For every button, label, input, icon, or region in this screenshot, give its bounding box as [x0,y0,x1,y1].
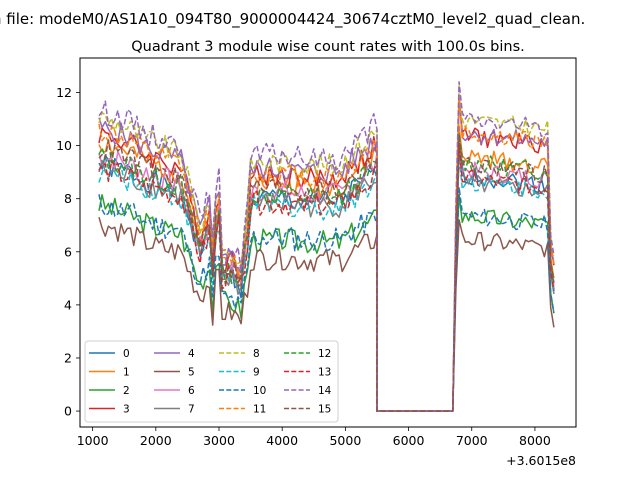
legend-label-5: 5 [188,367,195,379]
legend-label-13: 13 [318,367,331,379]
legend-label-15: 15 [318,404,331,416]
x-tick-label: 2000 [140,433,172,448]
series-line-10 [98,186,555,412]
axis-ticks: 1000 2000 3000 4000 5000 6000 7000 800002468101… [56,85,551,448]
series-line-5 [98,216,555,412]
legend-label-11: 11 [253,404,266,416]
y-tick-label: 2 [64,350,72,365]
x-tick-label: 4000 [266,433,298,448]
series-line-13 [98,143,555,412]
plot-frame [79,57,577,428]
legend-label-6: 6 [188,385,195,397]
x-tick-label: 1000 [77,433,109,448]
legend-label-8: 8 [253,348,260,360]
x-tick-label: 6000 [393,433,425,448]
legend-label-0: 0 [123,348,130,360]
series-line-14 [98,81,555,412]
y-tick-label: 10 [56,138,72,153]
legend-label-10: 10 [253,385,266,397]
x-offset-label: +3.6015e8 [506,453,576,468]
figure-suptitle: n file: modeM0/AS1A10_094T80_9000004424_… [0,10,585,29]
legend-label-7: 7 [188,404,195,416]
legend-label-9: 9 [253,367,260,379]
y-tick-label: 6 [64,244,72,259]
series-line-15 [98,134,555,412]
legend-label-12: 12 [318,348,331,360]
y-tick-label: 12 [56,85,72,100]
legend-label-2: 2 [123,385,130,397]
y-tick-label: 4 [64,297,72,312]
x-tick-label: 5000 [329,433,361,448]
y-tick-label: 8 [64,191,72,206]
series-line-2 [98,193,555,412]
x-tick-label: 3000 [203,433,235,448]
legend-label-14: 14 [318,385,332,397]
chart-title: Quadrant 3 module wise count rates with … [131,39,525,55]
x-tick-label: 8000 [519,433,551,448]
series-line-9 [98,155,555,412]
series-line-11 [98,97,555,412]
series-line-6 [98,144,555,412]
legend-box [84,340,339,423]
y-tick-label: 0 [64,404,72,419]
series-layer [98,81,555,412]
x-tick-label: 7000 [456,433,488,448]
legend-label-4: 4 [188,348,195,360]
legend-label-3: 3 [123,404,130,416]
series-line-7 [98,152,555,412]
legend-label-1: 1 [123,367,130,379]
